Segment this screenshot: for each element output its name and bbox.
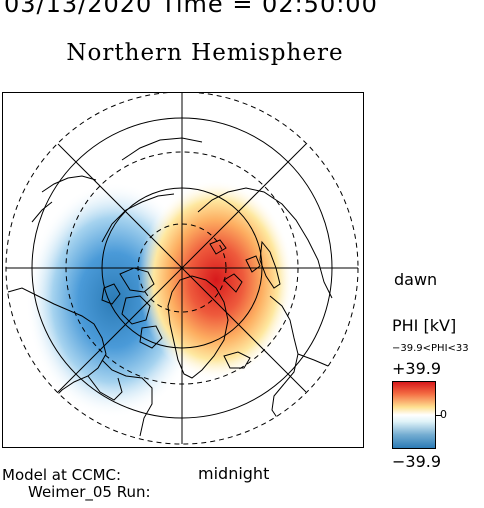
positive-potential-cell <box>138 180 294 380</box>
map-frame <box>2 92 364 448</box>
colorbar <box>392 381 436 449</box>
dawn-label: dawn <box>394 270 438 289</box>
colorbar-title: PHI [kV] <box>392 316 457 335</box>
page-title: Northern Hemisphere <box>66 40 344 66</box>
colorbar-zero-tick <box>435 415 441 416</box>
datetime-header: 03/13/2020 Time = 02:50:00 <box>4 0 378 18</box>
meridian-lines <box>6 92 358 444</box>
midnight-label: midnight <box>198 464 270 483</box>
run-label: Weimer_05 Run: <box>28 483 151 501</box>
model-label: Model at CCMC: <box>2 466 122 484</box>
colorbar-max-label: +39.9 <box>392 359 442 378</box>
colorbar-min-label: −39.9 <box>392 452 442 471</box>
polar-map <box>5 92 359 445</box>
coastlines <box>7 137 358 444</box>
map-outer-boundary <box>5 92 359 445</box>
colorbar-zero-label: 0 <box>440 408 447 421</box>
colorbar-range: −39.9<PHI<33 <box>392 343 469 354</box>
